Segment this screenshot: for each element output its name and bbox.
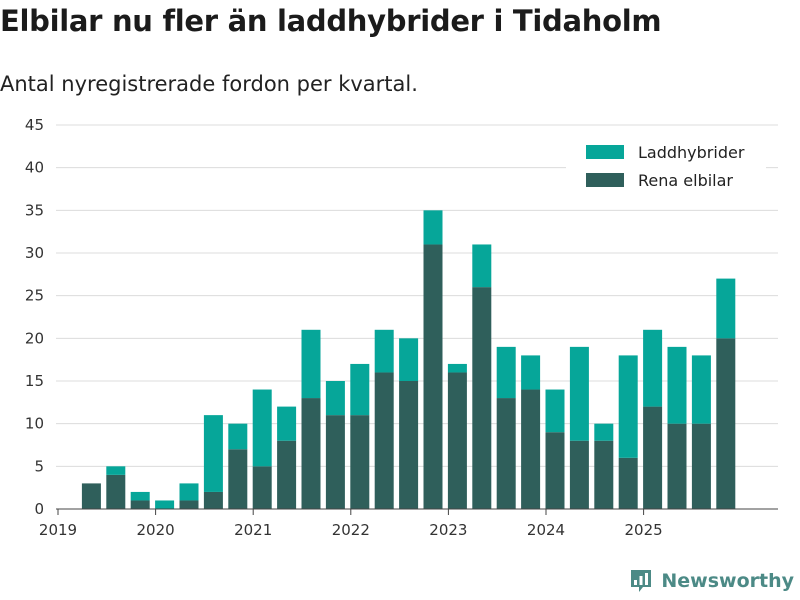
x-tick-label-2025: 2025 — [625, 521, 663, 539]
bar-rena-elbilar-2021-q2 — [277, 440, 297, 509]
y-tick-label-45: 45 — [25, 116, 44, 134]
bars-layer — [81, 210, 736, 509]
bar-laddhybrider-2021-q2 — [277, 406, 297, 441]
y-tick-label-25: 25 — [25, 287, 44, 305]
y-tick-label-40: 40 — [25, 159, 44, 177]
bar-laddhybrider-2025-q4 — [716, 278, 736, 339]
bar-rena-elbilar-2022-q3 — [399, 381, 419, 509]
bar-laddhybrider-2022-q1 — [350, 363, 370, 416]
bar-rena-elbilar-2025-q2 — [667, 423, 687, 509]
y-tick-label-35: 35 — [25, 201, 44, 219]
bar-rena-elbilar-2025-q4 — [716, 338, 736, 509]
bar-rena-elbilar-2021-q1 — [252, 466, 272, 509]
x-tick-label-2022: 2022 — [332, 521, 370, 539]
y-tick-label-15: 15 — [25, 372, 44, 390]
bar-laddhybrider-2023-q1 — [447, 363, 467, 373]
bar-laddhybrider-2019-q3 — [106, 466, 126, 475]
legend-swatch-laddhybrider — [586, 145, 624, 159]
bar-rena-elbilar-2023-q3 — [496, 398, 516, 509]
brand-name: Newsworthy — [661, 570, 794, 592]
bar-rena-elbilar-2023-q1 — [447, 372, 467, 509]
x-tick-label-2019: 2019 — [39, 521, 77, 539]
bar-laddhybrider-2023-q3 — [496, 346, 516, 399]
bar-laddhybrider-2022-q4 — [423, 210, 443, 245]
legend-swatch-rena-elbilar — [586, 173, 624, 187]
bar-rena-elbilar-2019-q4 — [130, 500, 150, 509]
x-tick-label-2021: 2021 — [234, 521, 272, 539]
bar-rena-elbilar-2025-q1 — [643, 406, 663, 509]
bar-rena-elbilar-2022-q1 — [350, 415, 370, 509]
newsworthy-icon — [631, 570, 652, 592]
bar-laddhybrider-2019-q4 — [130, 491, 150, 501]
bar-laddhybrider-2022-q3 — [399, 338, 419, 381]
bar-laddhybrider-2021-q4 — [325, 381, 345, 416]
chart-subtitle: Antal nyregistrerade fordon per kvartal. — [0, 72, 418, 96]
newsworthy-logo: Newsworthy — [629, 568, 794, 594]
bar-laddhybrider-2024-q1 — [545, 389, 565, 433]
bar-rena-elbilar-2020-q2 — [179, 500, 199, 509]
x-tick-label-2024: 2024 — [527, 521, 565, 539]
bar-rena-elbilar-2019-q2 — [81, 483, 101, 509]
bar-rena-elbilar-2024-q4 — [618, 457, 638, 509]
bar-rena-elbilar-2019-q3 — [106, 474, 126, 509]
bar-laddhybrider-2020-q4 — [228, 423, 248, 450]
chart-title: Elbilar nu fler än laddhybrider i Tidaho… — [0, 4, 662, 38]
y-tick-label-5: 5 — [34, 457, 44, 475]
bar-rena-elbilar-2024-q3 — [594, 440, 614, 509]
bar-laddhybrider-2024-q2 — [569, 346, 589, 441]
bar-laddhybrider-2020-q1 — [155, 500, 175, 509]
bar-rena-elbilar-2020-q3 — [203, 491, 223, 509]
y-tick-label-20: 20 — [25, 329, 44, 347]
bar-rena-elbilar-2025-q3 — [691, 423, 711, 509]
x-tick-label-2023: 2023 — [429, 521, 467, 539]
bar-laddhybrider-2024-q4 — [618, 355, 638, 458]
legend-label-rena-elbilar: Rena elbilar — [638, 171, 733, 190]
y-tick-label-30: 30 — [25, 244, 44, 262]
legend-label-laddhybrider: Laddhybrider — [638, 143, 745, 162]
y-tick-label-0: 0 — [34, 500, 44, 518]
bar-laddhybrider-2020-q2 — [179, 483, 199, 501]
bar-rena-elbilar-2020-q4 — [228, 449, 248, 509]
bar-rena-elbilar-2023-q4 — [521, 389, 541, 509]
bar-rena-elbilar-2023-q2 — [472, 287, 492, 509]
bar-rena-elbilar-2021-q4 — [325, 415, 345, 509]
bar-rena-elbilar-2022-q4 — [423, 244, 443, 509]
y-tick-label-10: 10 — [25, 415, 44, 433]
bar-laddhybrider-2021-q3 — [301, 329, 321, 399]
bar-laddhybrider-2022-q2 — [374, 329, 394, 373]
bar-rena-elbilar-2021-q3 — [301, 398, 321, 509]
bar-laddhybrider-2023-q2 — [472, 244, 492, 288]
bar-laddhybrider-2025-q2 — [667, 346, 687, 424]
bar-rena-elbilar-2024-q2 — [569, 440, 589, 509]
x-tick-label-2020: 2020 — [137, 521, 175, 539]
bar-laddhybrider-2025-q1 — [643, 329, 663, 407]
bar-rena-elbilar-2024-q1 — [545, 432, 565, 509]
bar-laddhybrider-2024-q3 — [594, 423, 614, 441]
bar-laddhybrider-2023-q4 — [521, 355, 541, 390]
bar-laddhybrider-2020-q3 — [203, 415, 223, 492]
legend: Laddhybrider Rena elbilar — [566, 138, 766, 202]
bar-laddhybrider-2021-q1 — [252, 389, 272, 467]
bar-laddhybrider-2025-q3 — [691, 355, 711, 424]
bar-rena-elbilar-2022-q2 — [374, 372, 394, 509]
